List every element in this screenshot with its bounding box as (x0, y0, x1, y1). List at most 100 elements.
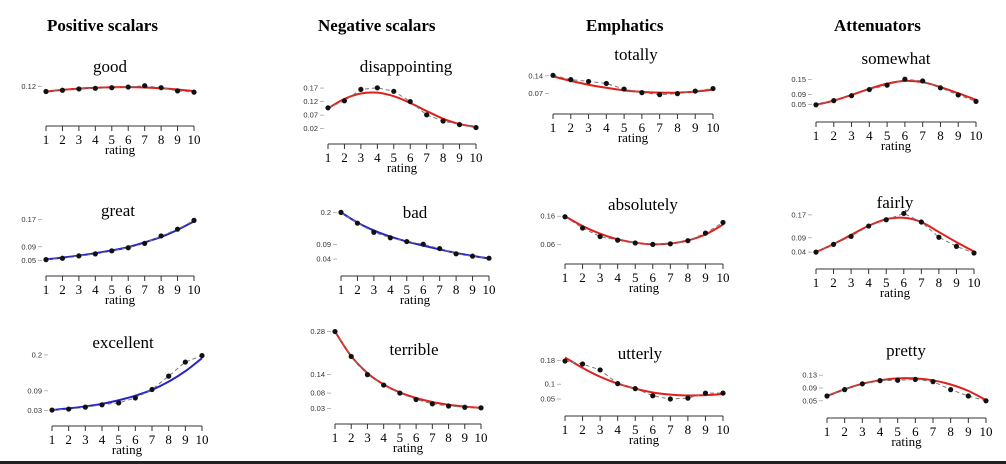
fit-curve (564, 215, 724, 246)
observed-point (930, 379, 936, 385)
chart-title: utterly (618, 344, 663, 363)
observed-point (445, 403, 452, 409)
observed-point (639, 90, 645, 96)
observed-point (848, 233, 854, 239)
observed-point (901, 210, 907, 217)
observed-point (199, 352, 205, 359)
observed-point (76, 253, 82, 259)
observed-point (92, 85, 98, 91)
chart-panel-pretty: pretty 1 2 3 4 5 6 7 8 9 10 rating 0.05 0.09 0.13 (802, 341, 992, 449)
fit-curve (334, 330, 482, 409)
x-tick-label: 6 (125, 132, 132, 147)
observed-point (99, 402, 105, 408)
observed-point (478, 405, 484, 411)
x-axis-label: rating (881, 138, 912, 153)
observed-point (92, 251, 98, 257)
x-tick-label: 7 (141, 282, 148, 297)
x-tick-label: 9 (965, 424, 972, 439)
x-tick-label: 9 (462, 430, 469, 445)
x-tick-label: 3 (82, 432, 89, 447)
x-tick-label: 1 (43, 132, 50, 147)
y-tick-label: 0.17 (791, 210, 806, 219)
observed-point (413, 396, 419, 403)
x-tick-label: 10 (188, 282, 201, 297)
x-tick-label: 4 (92, 132, 99, 147)
x-tick-label: 3 (76, 282, 83, 297)
x-tick-label: 8 (947, 424, 954, 439)
y-tick-label: 0.06 (540, 240, 555, 249)
x-tick-label: 9 (692, 120, 699, 135)
x-tick-label: 2 (831, 128, 838, 143)
observed-point (902, 76, 908, 82)
observed-line (334, 331, 482, 409)
observed-point (374, 85, 380, 91)
x-tick-label: 4 (380, 430, 387, 445)
x-tick-label: 3 (358, 150, 365, 165)
observed-point (568, 77, 574, 83)
y-tick-label: 0.17 (21, 215, 36, 224)
chart-title: excellent (92, 333, 154, 352)
observed-point (341, 98, 348, 104)
chart-title: disappointing (360, 57, 453, 76)
x-tick-label: 4 (866, 128, 873, 143)
observed-point (462, 404, 468, 410)
y-tick-label: 0.05 (791, 100, 806, 109)
y-tick-label: 0.2 (321, 208, 331, 217)
fit-curve (815, 79, 977, 106)
observed-point (702, 230, 709, 236)
observed-point (848, 93, 855, 99)
bottom-border (0, 461, 1006, 464)
observed-line (815, 212, 975, 254)
observed-point (650, 393, 656, 399)
x-tick-label: 8 (165, 432, 172, 447)
y-tick-label: 0.2 (32, 350, 42, 359)
observed-point (632, 240, 638, 246)
observed-point (912, 376, 918, 382)
observed-point (720, 219, 726, 226)
x-tick-label: 2 (354, 282, 361, 297)
x-tick-label: 10 (707, 120, 720, 135)
y-tick-label: 0.05 (21, 256, 36, 265)
y-tick-label: 0.09 (21, 242, 36, 251)
y-tick-label: 0.02 (303, 124, 318, 133)
x-tick-label: 6 (650, 422, 657, 437)
observed-point (831, 98, 837, 104)
x-axis-label: rating (880, 285, 911, 300)
observed-point (597, 367, 603, 373)
observed-point (813, 249, 819, 255)
x-tick-label: 7 (423, 150, 430, 165)
observed-point (109, 248, 115, 254)
x-tick-label: 5 (391, 150, 398, 165)
x-axis-label: rating (105, 142, 136, 157)
observed-point (615, 381, 621, 387)
x-axis-label: rating (400, 292, 431, 307)
x-tick-label: 9 (953, 275, 960, 290)
y-tick-label: 0.17 (303, 84, 318, 93)
observed-point (667, 396, 673, 402)
chart-panel-excellent: excellent 1 2 3 4 5 6 7 8 9 10 rating 0.03 0.09 0.2 (27, 333, 208, 457)
observed-point (371, 229, 377, 235)
observed-point (824, 393, 830, 399)
observed-point (158, 233, 164, 239)
fit-curve (815, 216, 975, 254)
y-tick-label: 0.09 (802, 384, 817, 393)
observed-point (453, 251, 459, 257)
chart-title: terrible (389, 340, 438, 359)
chart-title: good (93, 57, 128, 76)
x-tick-label: 2 (341, 150, 348, 165)
observed-point (364, 372, 371, 378)
x-tick-label: 4 (387, 282, 394, 297)
observed-point (469, 253, 476, 259)
chart-panel-somewhat: somewhat 1 2 3 4 5 6 7 8 9 10 rating 0.050.09 0.15 (791, 49, 982, 153)
x-tick-label: 8 (936, 275, 943, 290)
chart-title: absolutely (608, 195, 678, 214)
x-tick-label: 2 (348, 430, 355, 445)
y-tick-label: 0.16 (540, 212, 555, 221)
x-tick-label: 4 (614, 270, 621, 285)
y-tick-label: 0.07 (528, 89, 543, 98)
chart-panel-bad: bad 1 2 3 4 5 6 7 8 9 10 rating 0.04 0.09 0.2 (316, 203, 495, 307)
chart-panel-totally: totally 1 2 3 4 5 6 7 8 9 10 rating 0.07 0.14 (528, 45, 719, 145)
observed-point (550, 72, 556, 78)
x-tick-label: 7 (656, 120, 663, 135)
observed-point (397, 390, 403, 396)
